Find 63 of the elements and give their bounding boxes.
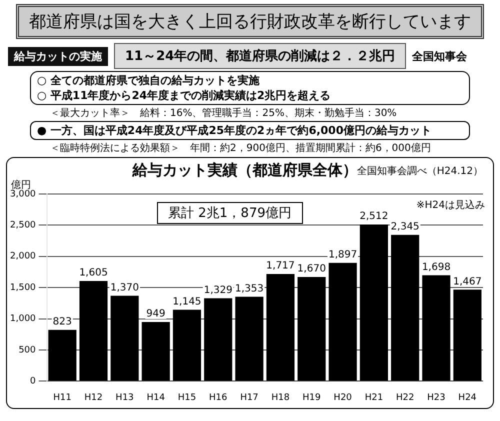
x-tick-label: H22: [396, 392, 414, 403]
text: 全国知事会: [412, 50, 468, 62]
data-label: 1,698: [422, 262, 451, 273]
data-label: 823: [52, 316, 72, 328]
bar: [235, 296, 264, 381]
text: ● 一方、国は平成24年度及び平成25年度の2ヵ年で約6,000億円の給与カット: [37, 124, 432, 137]
bar: [204, 298, 232, 381]
data-label: 949: [146, 308, 166, 320]
bar: [328, 262, 357, 381]
y-tick-label: 0: [30, 376, 36, 387]
x-tick-label: H17: [240, 392, 258, 403]
bar: [360, 224, 388, 381]
bar: [48, 330, 76, 381]
data-label: 1,329: [204, 284, 232, 296]
x-tick-label: H20: [334, 392, 352, 403]
bar: [453, 290, 482, 381]
chart-title: 都道府県は国を大きく上回る行財政改革を断行しています: [29, 12, 471, 32]
text: ○ 全ての都道府県で独自の給与カットを実施: [37, 74, 260, 87]
x-tick-label: H19: [302, 392, 321, 403]
bar: [142, 322, 170, 381]
text: ＜最大カット率＞ 給料：16%、管理職手当：25%、期末・勤勉手当：30%: [50, 108, 397, 119]
x-tick-label: H24: [458, 392, 477, 403]
text: ○ 平成11年度から24年度までの削減実績は2兆円を超える: [37, 89, 331, 102]
y-axis-title: 億円: [11, 180, 31, 191]
y-tick-label: 1,000: [10, 314, 36, 324]
y-tick-label: 500: [18, 345, 36, 356]
y-tick-label: 1,500: [10, 282, 36, 293]
text: 11～24年の間、都道府県の削減は２．２兆円: [125, 49, 396, 64]
data-label: 1,467: [453, 276, 482, 288]
data-label: 2,345: [390, 221, 420, 232]
bar: [110, 296, 139, 381]
data-label: 1,605: [79, 268, 108, 279]
chart-subtitle: 給与カット実績（都道府県全体）: [132, 160, 358, 179]
data-label: 1,670: [297, 264, 326, 275]
bar: [79, 281, 108, 381]
data-label: 1,897: [328, 249, 358, 260]
x-tick-label: H12: [84, 392, 103, 403]
x-tick-label: H18: [271, 392, 290, 403]
annotation: ※H24は見込み: [416, 200, 485, 211]
text: 給与カットの実施: [14, 50, 102, 62]
y-tick-label: 2,000: [10, 252, 36, 262]
data-label: 1,353: [234, 283, 264, 294]
x-tick-label: H15: [178, 392, 196, 403]
text: 全国知事会調べ（H24.12）: [356, 166, 483, 177]
y-tick-label: 3,000: [10, 189, 36, 200]
x-tick-label: H13: [116, 392, 134, 403]
data-label: 1,370: [110, 282, 139, 294]
y-tick-label: 2,500: [10, 220, 36, 231]
x-tick-label: H21: [364, 392, 384, 403]
bar: [391, 234, 420, 381]
bar: [266, 274, 295, 381]
data-label: 1,145: [172, 296, 202, 308]
x-tick-label: H16: [209, 392, 228, 403]
data-label: 2,512: [360, 211, 388, 222]
bar: [422, 275, 450, 381]
text: ＜臨時特例法による効果額＞ 年間：約2，900億円、措置期間累計：約6，000億円: [50, 143, 431, 154]
x-tick-label: H23: [427, 392, 446, 403]
data-label: 1,717: [266, 260, 295, 272]
annotation: 累計 2兆1，879億円: [168, 206, 292, 221]
x-tick-label: H14: [146, 392, 166, 403]
bar: [298, 276, 326, 381]
x-tick-label: H11: [53, 392, 72, 403]
bar: [172, 310, 202, 381]
